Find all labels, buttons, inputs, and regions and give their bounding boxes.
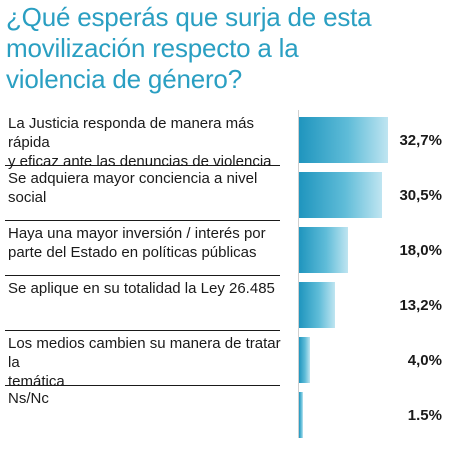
value-label: 13,2% [399, 297, 442, 314]
row-divider [5, 165, 280, 166]
bar [299, 172, 382, 218]
bar-row-2: Se adquiera mayor conciencia a nivel soc… [0, 165, 450, 220]
row-divider [5, 220, 280, 221]
row-divider [5, 330, 280, 331]
bar-row-6: Ns/Nc 1.5% [0, 385, 450, 440]
bar [299, 117, 388, 163]
category-label: Se adquiera mayor conciencia a nivel soc… [8, 170, 258, 206]
category-label: Se aplique en su totalidad la Ley 26.485 [8, 280, 275, 297]
bar [299, 227, 348, 273]
value-label: 32,7% [399, 132, 442, 149]
bar [299, 392, 304, 438]
value-label: 4,0% [407, 352, 442, 369]
bar-row-3: Haya una mayor inversión / interés por p… [0, 220, 450, 275]
value-label: 18,0% [399, 242, 442, 259]
value-label: 30,5% [399, 187, 442, 204]
bar-axis-line [298, 110, 299, 438]
bar-row-4: Se aplique en su totalidad la Ley 26.485… [0, 275, 450, 330]
bar [299, 282, 335, 328]
category-label: Los medios cambien su manera de tratar l… [8, 335, 281, 390]
chart-title: ¿Qué esperás que surja de esta movilizac… [6, 2, 372, 94]
bar [299, 337, 310, 383]
bar-chart: La Justicia responda de manera más rápid… [0, 110, 450, 440]
bar-row-5: Los medios cambien su manera de tratar l… [0, 330, 450, 390]
bar-row-1: La Justicia responda de manera más rápid… [0, 110, 450, 170]
value-label: 1.5% [407, 407, 442, 424]
row-divider [5, 275, 280, 276]
category-label: Ns/Nc [8, 390, 49, 407]
category-label: Haya una mayor inversión / interés por p… [8, 225, 266, 261]
row-divider [5, 385, 280, 386]
category-label: La Justicia responda de manera más rápid… [8, 115, 272, 170]
